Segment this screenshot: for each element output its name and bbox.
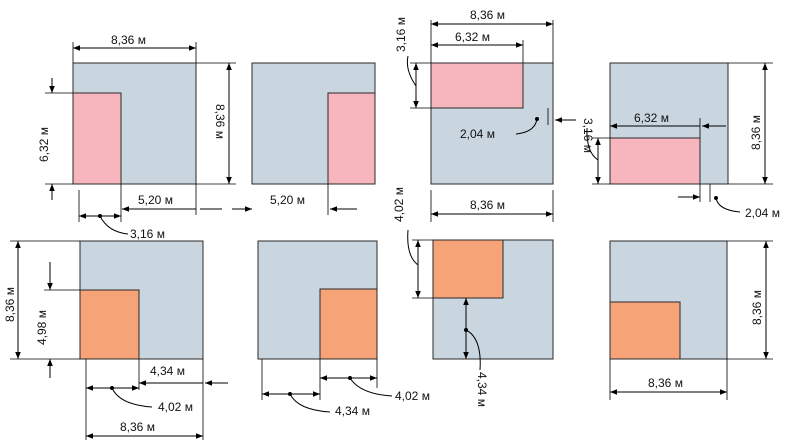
panel-g-bottom-dim-label: 4,34 м: [475, 372, 489, 407]
panel-e-right-dim-label: 4,34 м: [150, 364, 185, 378]
panel-d-right-dim-label: 8,36 м: [749, 115, 763, 150]
panel-d: 6,32 м 3,16 м 8,36 м 2,04 м: [581, 62, 780, 220]
panel-g: 4,02 м 4,34 м: [392, 187, 554, 407]
panel-e-inner-dim-label: 4,98 м: [35, 310, 49, 345]
panel-c: 8,36 м 6,32 м 3,16 м 2,04 м 8,36 м: [394, 8, 576, 222]
panel-b-strip: [327, 92, 376, 185]
panel-g-left-dim-label: 4,02 м: [392, 187, 406, 222]
panel-a-strip: [72, 92, 122, 185]
panel-e: 8,36 м 4,98 м 4,34 м 4,02 м 8,36 м: [3, 240, 228, 440]
panel-e-bottom-dim-label: 8,36 м: [120, 420, 155, 434]
panel-c-strip-dim-label: 6,32 м: [455, 30, 490, 44]
panel-e-block-dim-label: 4,02 м: [158, 400, 193, 414]
panel-h: 8,36 м 8,36 м: [609, 240, 773, 400]
panel-a-top-dim-label: 8,36 м: [111, 33, 146, 47]
panel-h-right-dim-label: 8,36 м: [750, 290, 764, 325]
panel-a-right-dim-label: 8,36 м: [213, 104, 227, 139]
panel-d-left-dim-label: 3,16 м: [581, 118, 595, 153]
panel-e-block: [79, 289, 140, 360]
panel-c-gap-dim-label: 2,04 м: [460, 127, 495, 141]
panel-f-block: [319, 288, 378, 360]
panel-d-strip-dim-label: 6,32 м: [634, 111, 669, 125]
panel-c-top-dim-label: 8,36 м: [470, 8, 505, 22]
panel-h-bottom-dim-label: 8,36 м: [648, 376, 683, 390]
panel-c-bottom-dim-label: 8,36 м: [470, 198, 505, 212]
panel-f-block-dim-label: 4,02 м: [395, 389, 430, 403]
panel-a-left-dim-label: 6,32 м: [37, 127, 51, 162]
panel-e-outer-dim-label: 8,36 м: [3, 287, 17, 322]
panel-c-strip: [430, 62, 524, 109]
panel-f-left-dim-label: 4,34 м: [335, 404, 370, 418]
panel-b: 5,20 м 5,20 м: [122, 62, 376, 215]
panel-c-left-dim-label: 3,16 м: [394, 17, 408, 52]
panel-d-gap-dim-label: 2,04 м: [745, 206, 780, 220]
panel-a: 8,36 м 8,36 м 6,32 м 3,16 м: [37, 33, 236, 241]
panel-h-block: [609, 301, 681, 360]
panel-a-width-label: 5,20 м: [138, 193, 173, 207]
panel-a-bottom-dim-label: 3,16 м: [130, 227, 165, 241]
panel-f: 4,34 м 4,02 м: [257, 240, 430, 418]
panel-g-block: [432, 239, 504, 299]
panel-d-strip: [609, 137, 701, 185]
panel-b-width-label: 5,20 м: [270, 193, 305, 207]
